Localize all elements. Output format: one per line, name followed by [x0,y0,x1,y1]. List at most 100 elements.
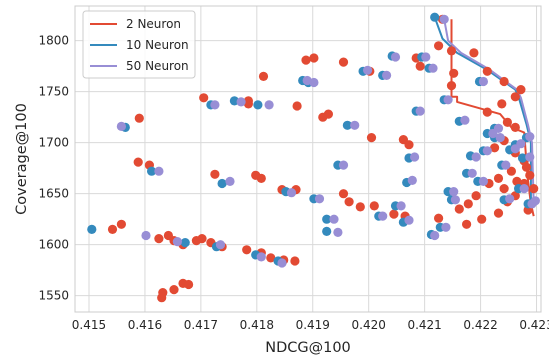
data-point-50-neuron [505,194,515,204]
data-point-10-neuron [322,226,332,236]
data-point-10-neuron [253,100,263,110]
data-point-2-neuron [477,214,487,224]
data-point-2-neuron [516,85,526,95]
data-point-50-neuron [154,166,164,176]
data-point-50-neuron [443,95,453,105]
data-point-2-neuron [506,166,516,176]
data-point-50-neuron [309,77,319,88]
data-point-50-neuron [350,120,360,130]
data-point-50-neuron [482,146,492,156]
data-point-50-neuron [478,176,488,186]
data-point-2-neuron [158,288,168,298]
data-point-50-neuron [210,100,220,110]
data-point-50-neuron [415,106,425,116]
data-point-2-neuron [482,107,492,117]
data-point-50-neuron [338,160,349,170]
y-tick-label: 1800 [38,34,69,48]
data-point-2-neuron [199,93,209,103]
data-point-50-neuron [449,187,459,197]
data-point-50-neuron [430,230,440,241]
data-point-10-neuron [322,214,332,224]
data-point-50-neuron [390,52,401,62]
data-point-50-neuron [495,133,505,143]
y-tick-label: 1700 [38,136,69,150]
x-tick-label: 0.421 [407,318,441,332]
data-point-2-neuron [197,234,207,244]
grid-lines [75,6,541,312]
data-point-50-neuron [314,194,325,204]
data-point-50-neuron [404,215,414,225]
data-point-2-neuron [490,143,500,153]
data-point-2-neuron [529,184,539,194]
tick-labels: 0.415 0.416 0.417 0.418 0.419 0.420 0.421 0.422… [38,34,549,332]
x-tick-label: 0.423 [519,318,549,332]
data-point-2-neuron [446,46,457,56]
plot-frame [74,5,542,313]
data-point-2-neuron [292,101,302,111]
data-point-50-neuron [525,152,535,162]
x-tick-label: 0.418 [240,318,274,332]
data-point-2-neuron [499,76,509,87]
data-point-50-neuron [236,97,246,107]
data-point-50-neuron [363,65,373,75]
data-point-2-neuron [471,191,481,201]
x-tick-label: 0.422 [463,318,497,332]
data-point-2-neuron [107,224,118,234]
data-point-10-neuron [217,178,227,189]
data-point-50-neuron [493,123,504,133]
data-point-50-neuron [116,121,126,131]
data-point-50-neuron [460,115,470,125]
data-point-2-neuron [258,71,269,81]
data-point-50-neuron [478,76,488,87]
data-point-2-neuron [462,219,472,229]
data-point-10-neuron [517,153,528,163]
data-point-50-neuron [439,14,449,24]
legend-box [82,10,196,79]
data-point-2-neuron [499,184,509,194]
data-point-2-neuron [133,157,143,167]
data-point-50-neuron [519,184,529,194]
data-point-2-neuron [344,197,354,207]
y-tick-label: 1750 [38,85,69,99]
data-point-2-neuron [497,99,507,109]
data-point-2-neuron [521,162,532,172]
data-point-50-neuron [277,258,287,268]
data-point-50-neuron [441,222,451,232]
data-point-2-neuron [434,213,444,223]
data-point-2-neuron [266,253,276,263]
data-point-10-neuron [342,120,352,130]
data-point-10-neuron [430,12,440,22]
data-point-2-neuron [389,209,399,219]
data-point-2-neuron [338,189,349,199]
data-point-50-neuron [471,152,481,162]
legend-label-10-neuron: 10 Neuron [126,38,189,52]
data-point-2-neuron [256,173,266,183]
x-tick-label: 0.415 [72,318,106,332]
data-point-2-neuron [502,117,512,127]
x-tick-label: 0.416 [128,318,162,332]
data-point-2-neuron [366,133,377,143]
y-tick-label: 1650 [38,187,69,201]
x-tick-label: 0.417 [184,318,218,332]
data-point-2-neuron [116,219,126,229]
data-point-50-neuron [450,195,460,205]
data-point-2-neuron [355,202,365,212]
series-points [87,12,541,303]
data-point-2-neuron [510,92,520,102]
data-point-50-neuron [467,168,477,178]
data-point-50-neuron [378,211,388,221]
data-point-2-neuron [210,169,220,179]
data-point-50-neuron [421,52,431,62]
x-tick-label: 0.419 [296,318,330,332]
data-point-50-neuron [264,100,274,110]
legend: 2 Neuron 10 Neuron 50 Neuron [82,10,196,79]
data-point-2-neuron [134,113,144,123]
data-point-50-neuron [501,160,511,170]
data-point-2-neuron [446,81,457,91]
data-point-50-neuron [407,175,417,185]
data-point-50-neuron [215,240,226,250]
data-point-50-neuron [333,227,343,237]
data-point-50-neuron [428,63,438,73]
data-point-2-neuron [463,199,473,209]
